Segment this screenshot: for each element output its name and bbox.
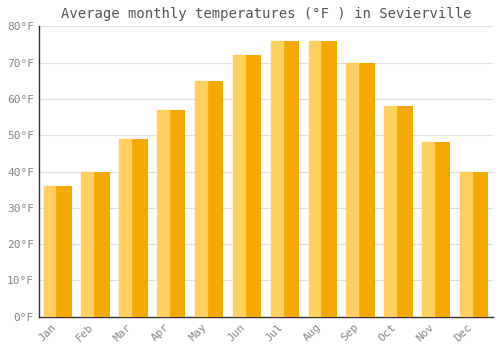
Bar <box>82 172 110 317</box>
Bar <box>195 81 224 317</box>
Bar <box>44 186 72 317</box>
Bar <box>346 63 358 317</box>
Bar <box>422 142 450 317</box>
Bar <box>233 55 244 317</box>
Bar <box>460 172 472 317</box>
Bar <box>119 139 131 317</box>
Bar <box>157 110 169 317</box>
Title: Average monthly temperatures (°F ) in Sevierville: Average monthly temperatures (°F ) in Se… <box>60 7 471 21</box>
Bar <box>157 110 186 317</box>
Bar <box>195 81 207 317</box>
Bar <box>270 41 299 317</box>
Bar <box>384 106 396 317</box>
Bar <box>82 172 94 317</box>
Bar <box>270 41 282 317</box>
Bar <box>308 41 320 317</box>
Bar <box>346 63 375 317</box>
Bar <box>384 106 412 317</box>
Bar <box>460 172 488 317</box>
Bar <box>422 142 434 317</box>
Bar <box>119 139 148 317</box>
Bar <box>308 41 337 317</box>
Bar <box>44 186 56 317</box>
Bar <box>233 55 261 317</box>
